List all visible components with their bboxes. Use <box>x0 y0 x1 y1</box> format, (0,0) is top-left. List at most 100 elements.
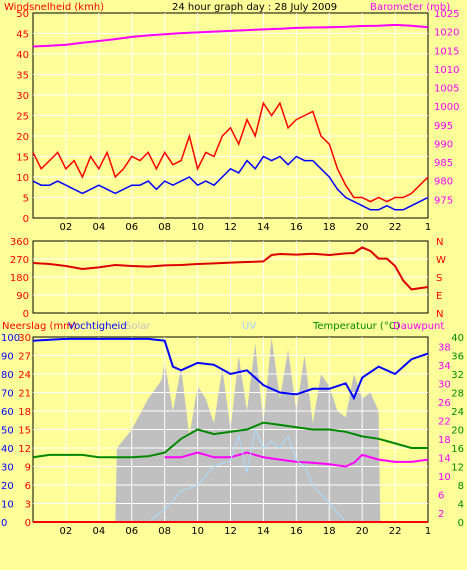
temp-tick-label: 20 <box>451 426 464 437</box>
x-tick-label: 10 <box>191 526 204 537</box>
temp-tick-label: 4 <box>458 500 464 511</box>
rain-tick-label: 15 <box>18 426 31 437</box>
y2-tick-label: 1015 <box>434 46 459 57</box>
x-tick-label: 1 <box>425 222 431 233</box>
x-tick-label: 20 <box>356 222 369 233</box>
series-line <box>32 23 429 48</box>
humidity-tick-label: 80 <box>1 370 14 381</box>
rain-tick-label: 30 <box>18 333 31 344</box>
x-tick-label: 20 <box>356 526 369 537</box>
temp-tick-label: 32 <box>451 370 464 381</box>
x-tick-label: 14 <box>257 222 270 233</box>
temp-tick-label: 12 <box>451 463 464 474</box>
compass-label: E <box>436 291 442 302</box>
temp-tick-label: 28 <box>451 389 464 400</box>
x-tick-label: 02 <box>60 222 73 233</box>
solar-label: Solar <box>125 321 151 332</box>
humidity-tick-label: 10 <box>1 500 14 511</box>
y-tick-label: 5 <box>23 194 29 205</box>
x-tick-label: 12 <box>224 526 237 537</box>
rain-tick-label: 6 <box>25 481 31 492</box>
x-tick-label: 22 <box>389 222 402 233</box>
y2-tick-label: 985 <box>434 158 453 169</box>
page-title: 24 hour graph day : 28 July 2009 <box>172 2 337 13</box>
rain-tick-label: 12 <box>18 444 31 455</box>
y2-tick-label: 980 <box>434 177 453 188</box>
rain-tick-label: 27 <box>18 352 31 363</box>
humidity-tick-label: 40 <box>1 444 14 455</box>
dewpoint-tick-label: 2 <box>438 509 444 520</box>
compass-label: S <box>436 273 442 284</box>
temperature-label: Temperatuur (°C) <box>312 321 400 332</box>
dewpoint-tick-label: 34 <box>438 361 451 372</box>
y2-tick-label: 1020 <box>434 28 459 39</box>
barometer-label: Barometer (mb) <box>370 2 450 13</box>
dewpoint-label: Dauwpunt <box>393 321 444 332</box>
series-line <box>32 337 429 401</box>
y-tick-label: 25 <box>16 112 29 123</box>
y2-tick-label: 975 <box>434 195 453 206</box>
series-line <box>32 155 429 211</box>
y-tick-label: 180 <box>10 273 29 284</box>
compass-label: W <box>436 255 446 266</box>
wind-direction-line <box>32 246 429 291</box>
rain-tick-label: 3 <box>25 500 31 511</box>
compass-label: N <box>436 237 443 248</box>
humidity-tick-label: 60 <box>1 407 14 418</box>
humidity-tick-label: 100 <box>1 333 20 344</box>
y2-tick-label: 990 <box>434 139 453 150</box>
x-tick-label: 04 <box>92 222 105 233</box>
y-tick-label: 10 <box>16 173 29 184</box>
uv-label: UV <box>242 321 256 332</box>
rain-tick-label: 9 <box>25 463 31 474</box>
series-line <box>32 421 428 459</box>
rain-tick-label: 18 <box>18 407 31 418</box>
humidity-label: Vochtigheid <box>68 321 127 332</box>
y-tick-label: 40 <box>16 50 29 61</box>
y2-tick-label: 1005 <box>434 84 459 95</box>
dewpoint-tick-label: 10 <box>438 472 451 483</box>
y-tick-label: 90 <box>16 291 29 302</box>
y-tick-label: 30 <box>16 91 29 102</box>
humidity-tick-label: 70 <box>1 389 14 400</box>
y2-tick-label: 1000 <box>434 102 459 113</box>
dewpoint-tick-label: 26 <box>438 398 451 409</box>
x-tick-label: 08 <box>158 222 171 233</box>
temp-tick-label: 0 <box>458 518 464 529</box>
y-tick-label: 270 <box>10 255 29 266</box>
y-tick-label: 50 <box>16 9 29 20</box>
y2-tick-label: 1010 <box>434 65 459 76</box>
rain-tick-label: 24 <box>18 370 31 381</box>
humidity-tick-label: 0 <box>1 518 7 529</box>
x-tick-label: 1 <box>425 526 431 537</box>
x-tick-label: 18 <box>323 526 336 537</box>
series-line <box>147 427 347 523</box>
humidity-tick-label: 50 <box>1 426 14 437</box>
x-tick-label: 12 <box>224 222 237 233</box>
temp-tick-label: 24 <box>451 407 464 418</box>
y2-tick-label: 995 <box>434 121 453 132</box>
temp-tick-label: 16 <box>451 444 464 455</box>
temp-tick-label: 8 <box>458 481 464 492</box>
x-tick-label: 22 <box>389 526 402 537</box>
x-tick-label: 02 <box>60 526 73 537</box>
x-tick-label: 04 <box>92 526 105 537</box>
x-tick-label: 06 <box>125 526 138 537</box>
x-tick-label: 08 <box>158 526 171 537</box>
dewpoint-tick-label: 22 <box>438 416 451 427</box>
wind-direction-panel: 0 N 90 E 180 S 270 W 360 N <box>10 237 446 320</box>
y-tick-label: 15 <box>16 153 29 164</box>
x-tick-label: 10 <box>191 222 204 233</box>
y-tick-label: 360 <box>10 237 29 248</box>
series-line <box>32 101 429 203</box>
compass-label: N <box>436 309 443 320</box>
x-tick-label: 16 <box>290 526 303 537</box>
wind-pressure-panel: 0510152025303540455097598098599099510001… <box>16 9 459 233</box>
dewpoint-tick-label: 18 <box>438 435 451 446</box>
humidity-tick-label: 90 <box>1 352 14 363</box>
x-tick-label: 06 <box>125 222 138 233</box>
dewpoint-tick-label: 38 <box>438 342 451 353</box>
